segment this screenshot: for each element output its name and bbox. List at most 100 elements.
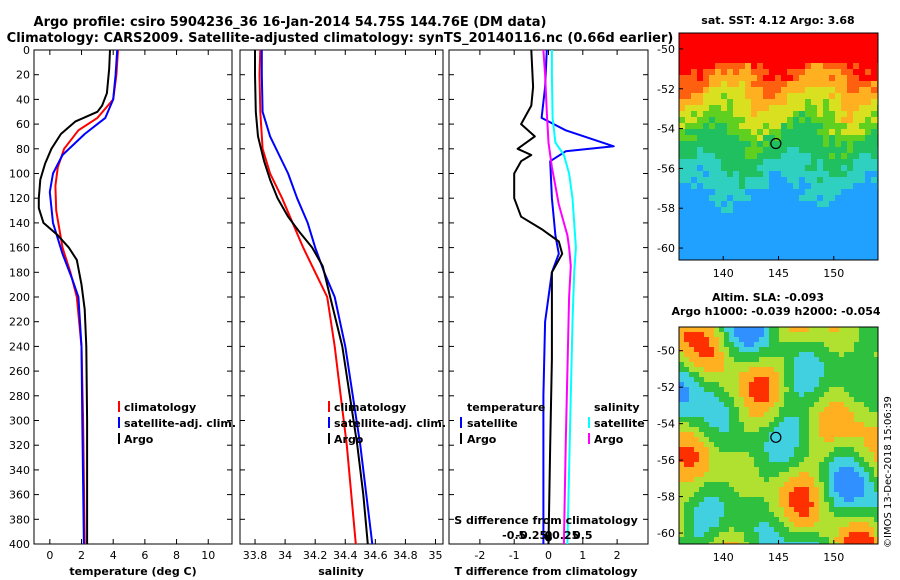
depth-tick-label: 120 <box>9 192 30 205</box>
heatmap-cell <box>751 135 758 142</box>
heatmap-cell <box>874 527 878 533</box>
heatmap-cell <box>699 537 705 543</box>
heatmap-cell <box>733 39 740 46</box>
heatmap-cell <box>734 357 740 363</box>
heatmap-cell <box>864 462 870 468</box>
heatmap-cell <box>865 171 872 178</box>
sst-map-ticks: 140 145 150-50-52-54-56-58-60 <box>657 43 844 280</box>
heatmap-cell <box>709 39 716 46</box>
heatmap-cell <box>865 195 872 202</box>
heatmap-cell <box>703 51 710 58</box>
heatmap-cell <box>814 457 820 463</box>
heatmap-cell <box>724 452 730 458</box>
heatmap-cell <box>814 387 820 393</box>
heatmap-cell <box>869 507 875 513</box>
heatmap-cell <box>809 477 815 483</box>
heatmap-cell <box>779 512 785 518</box>
heatmap-cell <box>849 402 855 408</box>
heatmap-cell <box>824 367 830 373</box>
heatmap-cell <box>847 63 854 70</box>
heatmap-cell <box>744 492 750 498</box>
x-tick-label: 34.2 <box>303 549 328 562</box>
heatmap-cell <box>704 362 710 368</box>
heatmap-cell <box>829 165 836 172</box>
heatmap-cell <box>865 51 872 58</box>
heatmap-cell <box>697 165 704 172</box>
heatmap-cell <box>729 497 735 503</box>
heatmap-cell <box>824 407 830 413</box>
heatmap-cell <box>864 482 870 488</box>
heatmap-cell <box>679 93 686 100</box>
heatmap-cell <box>844 422 850 428</box>
heatmap-cell <box>814 342 820 348</box>
heatmap-cell <box>817 117 824 124</box>
heatmap-cell <box>769 342 775 348</box>
heatmap-cell <box>699 532 705 538</box>
heatmap-cell <box>874 337 878 343</box>
heatmap-cell <box>835 225 842 232</box>
heatmap-cell <box>709 69 716 76</box>
heatmap-cell <box>854 512 860 518</box>
heatmap-cell <box>764 517 770 523</box>
heatmap-cell <box>774 502 780 508</box>
legend-temperature-title: temperature <box>467 401 545 414</box>
heatmap-cell <box>759 402 765 408</box>
heatmap-cell <box>734 337 740 343</box>
heatmap-cell <box>864 387 870 393</box>
heatmap-cell <box>734 332 740 338</box>
heatmap-cell <box>709 427 715 433</box>
heatmap-cell <box>721 39 728 46</box>
heatmap-cell <box>819 342 825 348</box>
heatmap-cell <box>829 243 836 250</box>
heatmap-cell <box>871 219 878 226</box>
heatmap-cell <box>769 442 775 448</box>
heatmap-cell <box>835 201 842 208</box>
heatmap-cell <box>823 243 830 250</box>
heatmap-cell <box>794 432 800 438</box>
heatmap-cell <box>689 342 695 348</box>
heatmap-cell <box>864 412 870 418</box>
heatmap-cell <box>823 225 830 232</box>
heatmap-cell <box>759 482 765 488</box>
heatmap-cell <box>869 327 875 333</box>
heatmap-cell <box>853 93 860 100</box>
heatmap-cell <box>704 452 710 458</box>
heatmap-cell <box>704 502 710 508</box>
heatmap-cell <box>865 231 872 238</box>
heatmap-cell <box>745 99 752 106</box>
heatmap-cell <box>784 402 790 408</box>
heatmap-cell <box>834 467 840 473</box>
heatmap-cell <box>697 105 704 112</box>
heatmap-cell <box>751 75 758 82</box>
heatmap-cell <box>864 447 870 453</box>
heatmap-cell <box>847 207 854 214</box>
heatmap-cell <box>799 105 806 112</box>
heatmap-cell <box>734 522 740 528</box>
heatmap-cell <box>871 99 878 106</box>
heatmap-cell <box>679 507 685 513</box>
x-tick-label: 0 <box>46 549 53 562</box>
heatmap-cell <box>853 153 860 160</box>
heatmap-cell <box>769 402 775 408</box>
heatmap-cell <box>751 117 758 124</box>
heatmap-cell <box>774 467 780 473</box>
heatmap-cell <box>714 497 720 503</box>
heatmap-cell <box>764 367 770 373</box>
heatmap-cell <box>739 342 745 348</box>
heatmap-cell <box>829 427 835 433</box>
heatmap-cell <box>727 249 734 256</box>
heatmap-cell <box>739 502 745 508</box>
heatmap-cell <box>745 177 752 184</box>
heatmap-cell <box>869 427 875 433</box>
heatmap-cell <box>864 402 870 408</box>
heatmap-cell <box>679 75 686 82</box>
heatmap-cell <box>685 147 692 154</box>
heatmap-cell <box>793 195 800 202</box>
heatmap-cell <box>689 442 695 448</box>
heatmap-cell <box>864 532 870 538</box>
heatmap-cell <box>844 437 850 443</box>
heatmap-cell <box>729 382 735 388</box>
heatmap-cell <box>841 255 848 260</box>
heatmap-cell <box>787 93 794 100</box>
heatmap-cell <box>759 462 765 468</box>
